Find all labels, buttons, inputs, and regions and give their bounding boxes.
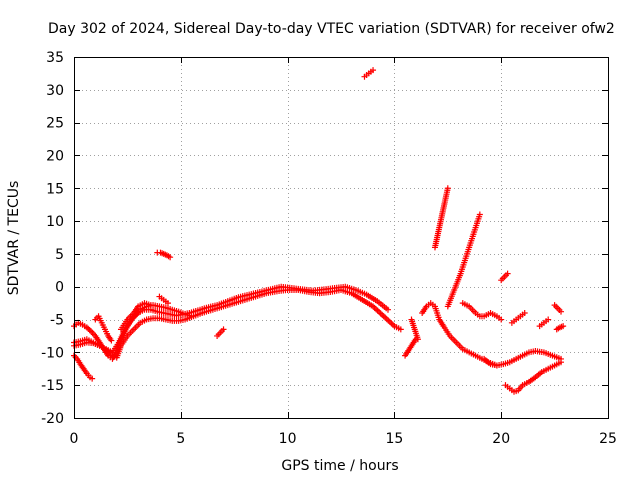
series-trackJ xyxy=(361,67,377,80)
data-point xyxy=(414,336,421,343)
series-trackC xyxy=(71,302,195,362)
x-axis-title: GPS time / hours xyxy=(281,458,398,474)
data-point xyxy=(498,316,505,323)
grid-lines xyxy=(74,57,608,418)
series-trackN xyxy=(431,185,451,251)
data-markers xyxy=(71,67,567,395)
series-trackK xyxy=(402,336,419,359)
data-point xyxy=(397,326,404,333)
series-trackS xyxy=(502,359,565,395)
series-trackU xyxy=(536,316,552,330)
y-axis-title: SDTVAR / TECUs xyxy=(6,181,22,296)
y-tick-label: 15 xyxy=(46,181,64,197)
y-tick-label: -20 xyxy=(41,411,64,427)
y-tick-label: -10 xyxy=(41,345,64,361)
data-point xyxy=(444,185,451,192)
data-point xyxy=(188,313,195,320)
x-tick-label: 0 xyxy=(70,431,79,447)
data-point xyxy=(167,254,174,261)
x-tick-label: 25 xyxy=(599,431,617,447)
y-tick-label: -15 xyxy=(41,378,64,394)
y-tick-label: 0 xyxy=(55,280,64,296)
data-point xyxy=(384,306,391,313)
y-tick-label: 25 xyxy=(46,116,64,132)
y-tick-label: 20 xyxy=(46,148,64,164)
y-tick-label: 5 xyxy=(55,247,64,263)
series-trackH xyxy=(156,293,171,307)
series-trackP xyxy=(459,300,505,323)
series-trackG xyxy=(154,249,174,261)
y-axis-ticks: -20 -15 -10 -5 0 5 10 15 20 25 30 35 xyxy=(41,50,608,427)
data-point xyxy=(147,302,154,309)
data-point xyxy=(545,316,552,323)
series-trackE xyxy=(92,313,115,344)
x-tick-label: 5 xyxy=(176,431,185,447)
series-trackT xyxy=(508,309,528,326)
data-point xyxy=(521,309,528,316)
chart-title: Day 302 of 2024, Sidereal Day-to-day VTE… xyxy=(48,21,615,37)
series-trackI xyxy=(214,326,227,339)
data-point xyxy=(476,211,483,218)
series-trackD xyxy=(71,352,96,382)
y-tick-label: 30 xyxy=(46,83,64,99)
data-point xyxy=(370,67,377,74)
series-trackV xyxy=(551,302,565,315)
data-point xyxy=(89,375,96,382)
series-trackQ xyxy=(481,348,565,369)
data-point xyxy=(558,359,565,366)
x-axis-ticks: 0 5 10 15 20 25 xyxy=(70,57,617,447)
y-tick-label: 10 xyxy=(46,214,64,230)
series-trackR xyxy=(498,270,511,284)
data-point xyxy=(504,270,511,277)
y-tick-label: 35 xyxy=(46,50,64,66)
y-tick-label: -5 xyxy=(50,313,64,329)
data-point xyxy=(560,323,567,330)
data-point xyxy=(164,300,171,307)
x-tick-label: 10 xyxy=(279,431,297,447)
plot-frame xyxy=(74,57,609,419)
data-point xyxy=(108,337,115,344)
x-tick-label: 20 xyxy=(492,431,510,447)
series-trackL xyxy=(408,316,421,343)
data-point xyxy=(220,326,227,333)
series-trackW xyxy=(553,323,567,333)
x-tick-label: 15 xyxy=(385,431,403,447)
data-point xyxy=(558,308,565,315)
series-trackO xyxy=(444,211,483,310)
series-trackM xyxy=(419,300,500,369)
series-trackF xyxy=(117,300,154,333)
